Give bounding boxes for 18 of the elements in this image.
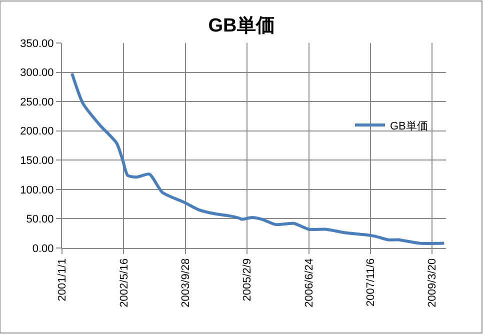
x-tick-label: 2002/5/16 bbox=[118, 258, 130, 308]
x-tick-label: 2006/6/24 bbox=[303, 258, 316, 308]
y-tick-label: 350.00 bbox=[20, 38, 54, 50]
y-tick-label: 150.00 bbox=[20, 154, 54, 167]
y-tick-label: 200.00 bbox=[20, 126, 54, 138]
x-tick-label: 2005/2/9 bbox=[242, 258, 254, 302]
x-tick-label: 2003/9/28 bbox=[180, 258, 192, 308]
y-tick-label: 250.00 bbox=[20, 96, 54, 108]
y-tick-label: 100.00 bbox=[20, 184, 54, 196]
y-tick-label: 300.00 bbox=[20, 67, 54, 80]
x-tick-label: 2009/3/20 bbox=[426, 258, 439, 308]
line-series bbox=[70, 72, 446, 245]
legend-label: GB単価 bbox=[390, 120, 428, 132]
chart-title: GB単価 bbox=[208, 16, 275, 37]
x-tick-label: 2001/1/1 bbox=[56, 258, 69, 302]
x-tick-label: 2007/11/6 bbox=[365, 258, 378, 307]
y-tick-label: 50.00 bbox=[26, 214, 54, 226]
y-tick-label: 0.00 bbox=[32, 242, 54, 255]
